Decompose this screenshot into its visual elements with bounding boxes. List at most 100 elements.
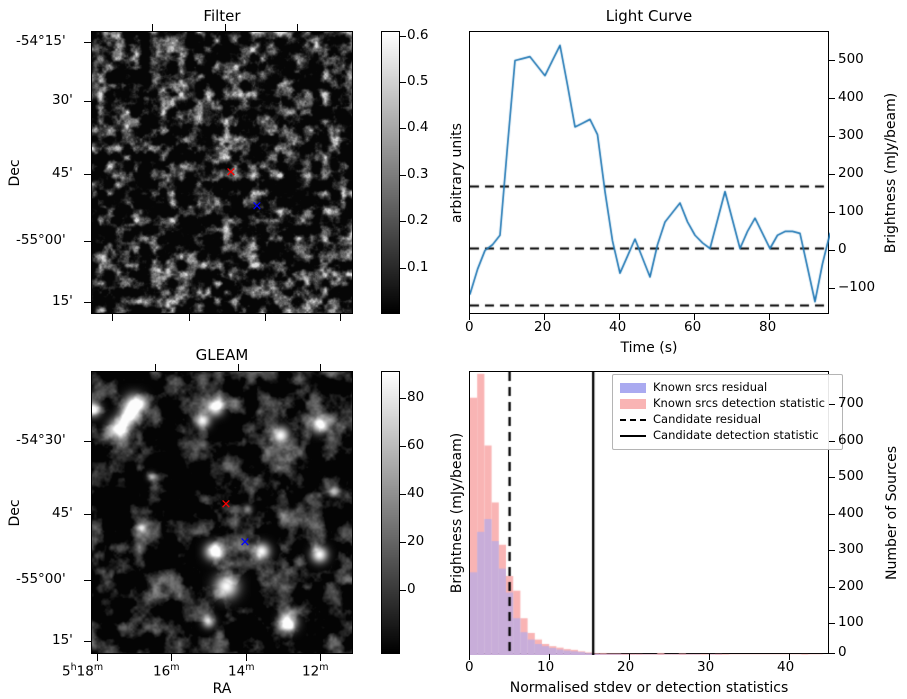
gleam-cb-tick-2 [400,494,406,496]
filter-ytick-mark-1 [84,101,91,103]
gleam-ra-tick-2: 14m [228,662,255,680]
gleam-xtick-top-0 [155,364,157,371]
lc-ytick-mark-1 [829,250,835,252]
histogram-legend: Known srcs residual Known srcs detection… [612,374,843,450]
gleam-colorbar-tick-3: 60 [407,437,425,453]
hist-xtick-1: 10 [537,659,555,675]
lc-ytick-mark-6 [829,60,835,62]
legend-line-candidate-detection-statistic [620,435,646,437]
filter-xtick-mark-b2 [265,314,267,321]
filter-xtick-mark-0 [152,24,154,31]
gleam-xtick-mark-2 [246,654,248,661]
gleam-colorbar-label: Brightness (mJy/beam) [449,432,465,594]
filter-colorbar-tick-3: 0.4 [407,119,429,135]
gleam-colorbar-tick-4: 80 [407,389,425,405]
legend-line-candidate-residual [620,419,646,421]
hist-xtick-0: 0 [465,659,474,675]
filter-sky-image [91,31,353,314]
hist-ytick-mark-6 [829,441,835,443]
filter-cb-tick-4 [400,82,406,84]
gleam-ra-tick-0: 5h18m [62,662,104,680]
hist-xtick-mark-1 [549,654,551,660]
lc-ytick-mark-5 [829,98,835,100]
filter-ytick-mark-0 [84,42,91,44]
lc-ytick-6: 500 [838,51,864,67]
filter-xtick-mark-2 [297,24,299,31]
hist-ytick-0: 0 [838,644,847,660]
hist-ytick-mark-0 [829,653,835,655]
gleam-dec-tick-1: 45' [52,505,73,521]
lc-x-axis-label: Time (s) [620,340,678,356]
hist-ytick-3: 300 [838,541,864,557]
lc-ytick-5: 400 [838,89,864,105]
hist-ytick-mark-4 [829,514,835,516]
legend-entry-0: Known srcs residual [620,380,835,396]
lc-xtick-1: 20 [534,319,552,335]
filter-xtick-mark-b3 [340,314,342,321]
gleam-colorbar-tick-0: 0 [407,581,416,597]
filter-xtick-mark-b0 [112,314,114,321]
gleam-ytick-mark-1 [84,514,91,516]
gleam-dec-axis-label: Dec [7,499,23,527]
gleam-ytick-mark-3 [84,641,91,643]
lc-ytick-mark-0 [829,288,835,290]
filter-cb-tick-5 [400,36,406,38]
filter-dec-tick-4: 15' [52,293,73,309]
legend-label-3: Candidate detection statistic [653,428,819,443]
filter-cb-tick-1 [400,221,406,223]
filter-colorbar [381,31,400,314]
gleam-xtick-top-2 [320,364,322,371]
filter-colorbar-tick-2: 0.3 [407,166,429,182]
filter-colorbar-tick-0: 0.1 [407,259,429,275]
hist-ytick-2: 200 [838,578,864,594]
lc-xtick-mark-4 [769,314,771,320]
gleam-cb-tick-3 [400,446,406,448]
hist-ytick-7: 700 [838,395,864,411]
lc-ytick-mark-2 [829,212,835,214]
hist-y-axis-label: Number of Sources [884,446,900,581]
legend-label-1: Known srcs detection statistic [653,396,825,411]
hist-ytick-1: 100 [838,614,864,630]
gleam-sky-image [91,371,353,654]
hist-ytick-mark-3 [829,550,835,552]
light-curve-axes-frame [469,31,830,315]
hist-xtick-mark-3 [709,654,711,660]
legend-entry-2: Candidate residual [620,412,835,428]
gleam-ra-axis-label: RA [212,681,232,697]
hist-xtick-mark-0 [469,654,471,660]
filter-cb-tick-3 [400,128,406,130]
filter-ytick-mark-3 [84,241,91,243]
lc-xtick-2: 40 [609,319,627,335]
hist-ytick-mark-1 [829,623,835,625]
gleam-xtick-top-1 [238,364,240,371]
hist-xtick-2: 20 [617,659,635,675]
filter-dec-axis-label: Dec [7,159,23,187]
hist-xtick-3: 30 [697,659,715,675]
gleam-ytick-mark-2 [84,580,91,582]
gleam-cb-tick-0 [400,590,406,592]
filter-cb-tick-2 [400,175,406,177]
lc-xtick-3: 60 [684,319,702,335]
gleam-cb-tick-4 [400,398,406,400]
gleam-dec-tick-3: 15' [52,632,73,648]
hist-ytick-mark-2 [829,587,835,589]
hist-ytick-4: 400 [838,505,864,521]
filter-dec-tick-2: 45' [52,165,73,181]
lc-y-axis-label: Brightness (mJy/beam) [883,92,899,254]
gleam-dec-tick-0: -54°30' [16,432,66,448]
hist-xtick-mark-2 [629,654,631,660]
hist-ytick-6: 600 [838,432,864,448]
gleam-colorbar-tick-2: 40 [407,485,425,501]
gleam-ytick-mark-0 [84,441,91,443]
lc-ytick-1: 0 [838,241,847,257]
lc-xtick-mark-1 [544,314,546,320]
lc-ytick-mark-4 [829,136,835,138]
filter-panel-title: Filter [203,7,241,25]
filter-ytick-mark-4 [84,302,91,304]
lc-ytick-2: 100 [838,203,864,219]
gleam-dec-tick-2: -55°00' [16,571,66,587]
hist-x-axis-label: Normalised stdev or detection statistics [509,680,789,696]
filter-cb-tick-0 [400,268,406,270]
gleam-cb-tick-1 [400,542,406,544]
lc-xtick-mark-0 [469,314,471,320]
